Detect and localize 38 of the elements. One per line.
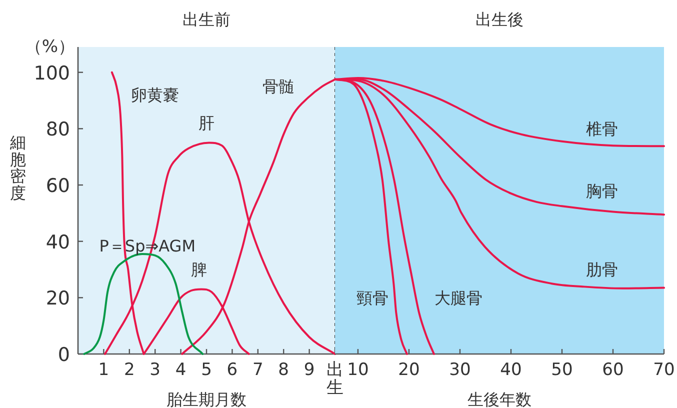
y-axis-title: 細胞密度 [9,133,26,202]
y-tick-label: 40 [46,231,70,254]
x-tick-label: 3 [150,360,161,380]
series-label: 骨髄 [262,77,294,96]
x-tick-label: 2 [124,360,135,380]
x-tick-label: 10 [347,360,369,380]
chart-title: 出生後 [476,10,524,29]
series-label: 脾 [190,260,207,280]
y-tick-label: 100 [34,62,70,84]
x-tick-label: 4 [175,360,186,380]
x-tick-label: 8 [278,360,290,380]
y-tick-label: 0 [58,344,70,366]
y-tick-label: 20 [46,288,70,310]
x-axis-title: 生後年数 [468,390,532,408]
x-tick-label: 40 [500,360,522,380]
y-tick-label: 60 [46,175,70,198]
series-label: 大腿骨 [434,288,482,308]
chart-title: 出生前 [182,10,230,29]
series-label: 胸骨 [586,181,618,200]
x-tick-label: 9 [304,360,315,380]
series-label: 肋骨 [586,260,618,280]
text: （%） [24,37,76,57]
series-label: 卵黄嚢 [131,86,180,105]
series-label: 頸骨 [356,288,389,308]
x-tick-label: 出生 [326,360,344,398]
x-tick-label: 1 [98,360,110,380]
y-tick-label: 80 [46,118,70,141]
x-tick-label: 50 [551,360,573,380]
x-tick-label: 20 [398,360,420,380]
series-label: 肝 [198,114,214,133]
x-axis-title: 胎生期月数 [166,390,246,408]
x-tick-label: 60 [602,360,624,380]
x-tick-label: 7 [252,360,264,380]
x-tick-label: 70 [653,360,675,380]
x-tick-label: 6 [226,360,238,380]
x-tick-label: 5 [201,360,212,380]
series-label: 椎骨 [586,119,618,138]
x-tick-label: 30 [449,360,471,380]
